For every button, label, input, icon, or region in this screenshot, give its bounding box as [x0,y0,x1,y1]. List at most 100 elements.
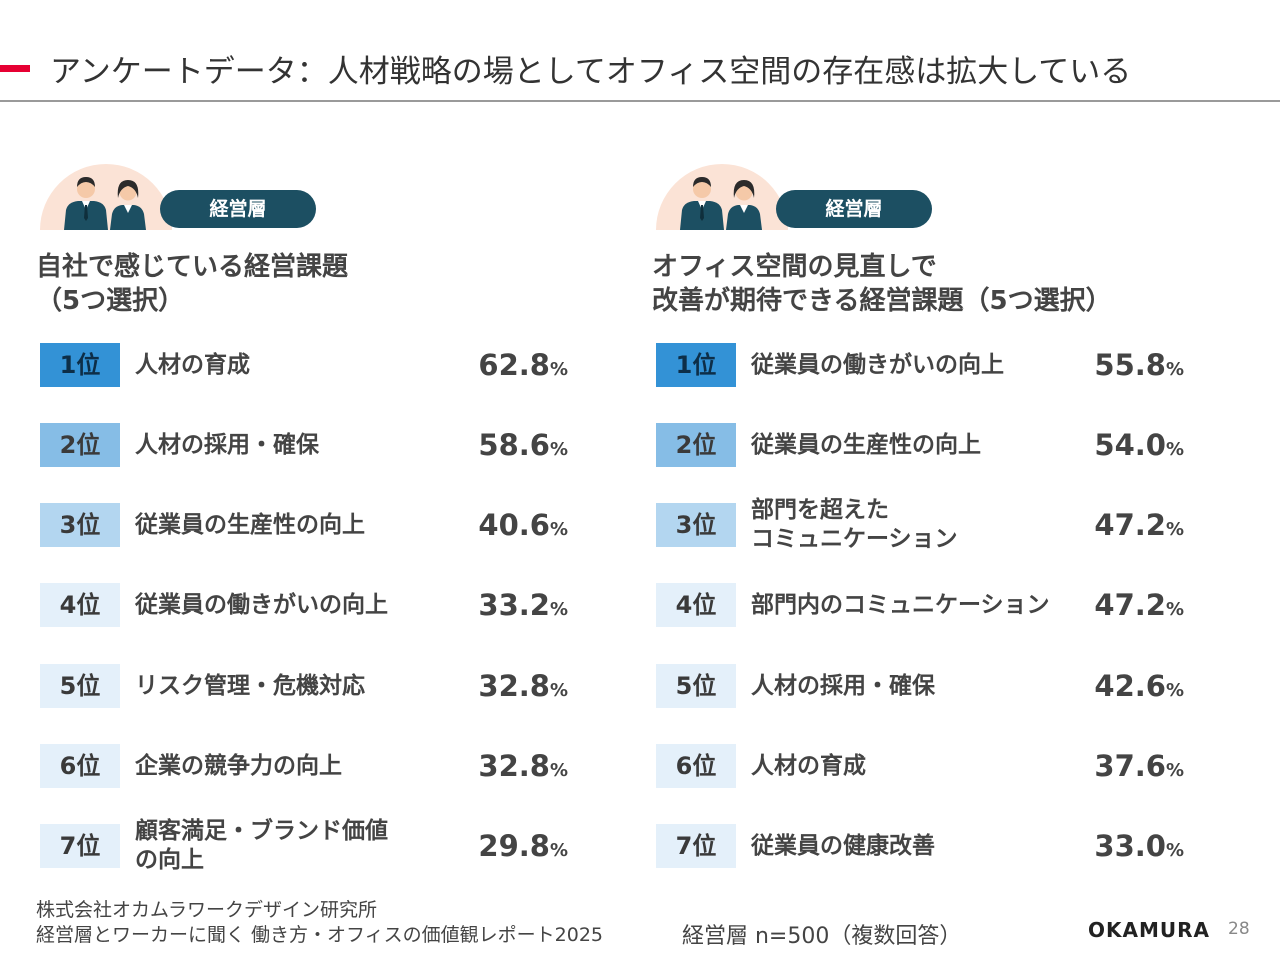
persona-badge: 経営層 [652,160,942,230]
pct-number: 58.6 [478,428,550,462]
pct-number: 40.6 [478,508,550,542]
percentage-value: 37.6% [1094,744,1184,788]
pct-number: 42.6 [1094,669,1166,703]
rank-label: 5位 [40,664,120,708]
rank-label: 2位 [656,423,736,467]
item-label: 従業員の働きがいの向上 [135,583,388,627]
pct-number: 62.8 [478,348,550,382]
item-line1: 従業員の働きがいの向上 [135,591,388,618]
pct-number: 47.2 [1094,508,1166,542]
item-label: 人材の採用・確保 [135,423,319,467]
pct-unit: % [549,599,568,620]
pct-unit: % [549,760,568,781]
pct-number: 54.0 [1094,428,1166,462]
rank-label: 6位 [656,744,736,788]
item-line1: 従業員の生産性の向上 [751,431,981,458]
pct-unit: % [1165,519,1184,540]
ranking-row: 7位 従業員の健康改善 33.0% [656,824,1216,868]
percentage-value: 54.0% [1094,423,1184,467]
percentage-value: 55.8% [1094,343,1184,387]
pct-number: 32.8 [478,749,550,783]
pct-number: 47.2 [1094,588,1166,622]
item-label: 従業員の健康改善 [751,824,935,868]
page-number: 28 [1228,919,1250,939]
percentage-value: 47.2% [1094,503,1184,547]
rank-label: 4位 [40,583,120,627]
rank-label: 6位 [40,744,120,788]
item-line2: の向上 [135,847,204,873]
percentage-value: 40.6% [478,503,568,547]
percentage-value: 58.6% [478,423,568,467]
right-panel: 経営層 オフィス空間の見直しで 改善が期待できる経営課題（5つ選択） 1位 従業… [652,160,1212,880]
percentage-value: 42.6% [1094,664,1184,708]
item-line1: 人材の採用・確保 [135,431,319,458]
ranking-row: 5位 リスク管理・危機対応 32.8% [40,664,600,708]
pct-unit: % [1165,599,1184,620]
pct-unit: % [549,680,568,701]
item-line1: 顧客満足・ブランド価値 [135,818,388,844]
pct-number: 32.8 [478,669,550,703]
persona-badge: 経営層 [36,160,326,230]
ranking-row: 3位 従業員の生産性の向上 40.6% [40,503,600,547]
pct-number: 29.8 [478,829,550,863]
item-label: 企業の競争力の向上 [135,744,342,788]
rank-label: 1位 [40,343,120,387]
ranking-row: 1位 従業員の働きがいの向上 55.8% [656,343,1216,387]
ranking-row: 7位 顧客満足・ブランド価値 の向上 29.8% [40,818,600,873]
persona-tag: 経営層 [776,190,932,228]
item-line1: 人材の採用・確保 [751,672,935,699]
rank-label: 7位 [40,824,120,868]
right-heading: オフィス空間の見直しで 改善が期待できる経営課題（5つ選択） [652,250,1112,318]
pct-unit: % [1165,680,1184,701]
ranking-row: 1位 人材の育成 62.8% [40,343,600,387]
ranking-row: 2位 従業員の生産性の向上 54.0% [656,423,1216,467]
ranking-row: 4位 部門内のコミュニケーション 47.2% [656,583,1216,627]
left-heading: 自社で感じている経営課題 （5つ選択） [36,250,348,318]
rank-label: 7位 [656,824,736,868]
right-heading-line1: オフィス空間の見直しで [652,252,937,282]
source-note: 株式会社オカムラワークデザイン研究所 経営層とワーカーに聞く 働き方・オフィスの… [36,898,603,948]
left-heading-line1: 自社で感じている経営課題 [36,252,349,282]
rank-label: 4位 [656,583,736,627]
item-label: 顧客満足・ブランド価値 の向上 [135,818,388,873]
item-line1: 部門を超えた [751,497,889,523]
pct-unit: % [1165,439,1184,460]
ranking-row: 5位 人材の採用・確保 42.6% [656,664,1216,708]
item-line1: リスク管理・危機対応 [135,672,365,699]
item-line1: 従業員の働きがいの向上 [751,351,1004,378]
item-label: 人材の育成 [135,343,250,387]
ranking-row: 6位 企業の競争力の向上 32.8% [40,744,600,788]
brand-logo: OKAMURA [1088,918,1210,942]
item-line1: 部門内のコミュニケーション [751,591,1050,618]
left-heading-line2: （5つ選択） [36,286,185,316]
executives-illustration-icon [40,164,172,230]
pct-number: 37.6 [1094,749,1166,783]
item-label: 従業員の生産性の向上 [751,423,981,467]
percentage-value: 47.2% [1094,583,1184,627]
rank-label: 1位 [656,343,736,387]
persona-tag: 経営層 [160,190,316,228]
item-label: リスク管理・危機対応 [135,664,365,708]
title-divider [0,100,1280,102]
source-line1: 株式会社オカムラワークデザイン研究所 [36,899,378,921]
rank-label: 3位 [656,503,736,547]
percentage-value: 33.2% [478,583,568,627]
pct-number: 33.2 [478,588,550,622]
percentage-value: 32.8% [478,664,568,708]
item-label: 人材の育成 [751,744,866,788]
pct-unit: % [1165,840,1184,861]
item-label: 従業員の働きがいの向上 [751,343,1004,387]
pct-number: 33.0 [1094,829,1166,863]
percentage-value: 29.8% [478,824,568,868]
sample-size-note: 経営層 n=500（複数回答） [682,924,962,949]
ranking-row: 4位 従業員の働きがいの向上 33.2% [40,583,600,627]
ranking-row: 6位 人材の育成 37.6% [656,744,1216,788]
ranking-row: 2位 人材の採用・確保 58.6% [40,423,600,467]
item-line1: 人材の育成 [135,351,250,378]
rank-label: 3位 [40,503,120,547]
item-label: 部門を超えたコミュニケーション [751,497,958,552]
rank-label: 2位 [40,423,120,467]
item-line2: コミュニケーション [751,526,958,552]
rank-label: 5位 [656,664,736,708]
item-line1: 従業員の生産性の向上 [135,511,365,538]
